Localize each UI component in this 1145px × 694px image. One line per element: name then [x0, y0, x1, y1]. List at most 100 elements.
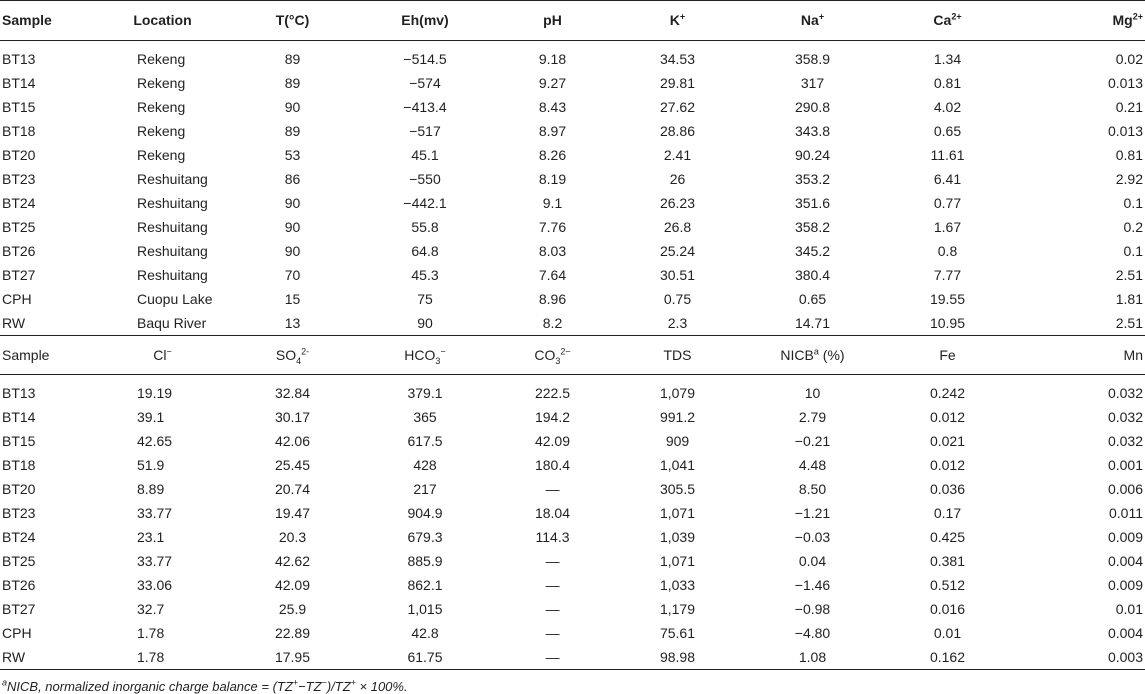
table-cell: −1.46 — [794, 577, 831, 593]
table-cell: BT18 — [2, 457, 36, 473]
col-eh: Eh(mv) — [401, 12, 449, 28]
table-cell: 0.004 — [1107, 553, 1143, 569]
table-cell: 30.51 — [659, 267, 696, 283]
table-cell: 194.2 — [534, 409, 571, 425]
table-row: BT15 42.65 42.06 617.5 42.09 909 −0.21 0.021 0.0… — [0, 429, 1145, 453]
table-cell: 86 — [284, 171, 301, 187]
table-cell: −0.21 — [794, 433, 831, 449]
table-cell: 180.4 — [534, 457, 571, 473]
table-cell: 0.009 — [1107, 577, 1143, 593]
table-cell: 2.79 — [798, 409, 827, 425]
table-cell: 17.95 — [274, 649, 311, 665]
table-cell: BT27 — [2, 267, 36, 283]
table-cell: −517 — [409, 123, 441, 139]
table-cell: 0.013 — [1107, 123, 1143, 139]
table-cell: BT14 — [2, 75, 36, 91]
table-cell: 0.425 — [929, 529, 966, 545]
table-cell: 64.8 — [411, 243, 439, 259]
table-row: RW 1.78 17.95 61.75 — 98.98 1.08 0.162 0.003 — [0, 645, 1145, 670]
table-cell: 25.9 — [278, 601, 307, 617]
col-k: K+ — [669, 11, 686, 28]
table-cell: BT15 — [2, 99, 36, 115]
water-chemistry-table: Sample Location T(°C) Eh(mv) pH K+ Na+ C… — [0, 0, 1145, 670]
table-cell: 365 — [413, 409, 437, 425]
table-cell: 75.61 — [659, 625, 696, 641]
table-row: CPH 1.78 22.89 42.8 — 75.61 −4.80 0.01 0.004 — [0, 621, 1145, 645]
table-cell: 2.41 — [663, 147, 692, 163]
table-cell: 0.17 — [933, 505, 962, 521]
table-cell: 679.3 — [407, 529, 443, 545]
table-cell: 1,071 — [659, 553, 696, 569]
table-cell: BT15 — [2, 433, 36, 449]
table-cell: 0.016 — [929, 601, 966, 617]
table-cell: BT23 — [2, 171, 36, 187]
table-cell: 0.011 — [1109, 505, 1143, 521]
table-cell: 29.81 — [659, 75, 696, 91]
table-cell: 7.77 — [933, 267, 962, 283]
table-cell: 0.1 — [1123, 243, 1143, 259]
table-cell: 28.86 — [659, 123, 696, 139]
table-cell: 20.3 — [278, 529, 307, 545]
table-row: CPH Cuopu Lake 15 75 8.96 0.75 0.65 19.55 1.81 — [0, 287, 1145, 311]
table-cell: 45.3 — [411, 267, 439, 283]
table-cell: 0.013 — [1107, 75, 1143, 91]
table-cell: 0.01 — [1115, 601, 1143, 617]
table-cell: 53 — [284, 147, 301, 163]
col2-tds: TDS — [663, 347, 692, 363]
table-row: BT14 39.1 30.17 365 194.2 991.2 2.79 0.012 0.032 — [0, 405, 1145, 429]
table-cell: — — [545, 577, 560, 593]
table-cell: 33.77 — [137, 553, 173, 569]
table-cell: Rekeng — [137, 147, 186, 163]
table-cell: −4.80 — [794, 625, 831, 641]
table-cell: 0.75 — [663, 291, 692, 307]
table-cell: 317 — [800, 75, 825, 91]
table-cell: 353.2 — [794, 171, 831, 187]
table-cell: 15 — [284, 291, 301, 307]
table-row: BT23 Reshuitang 86 −550 8.19 26 353.2 6.41 2.92 — [0, 167, 1145, 191]
table-cell: −413.4 — [403, 99, 447, 115]
table-cell: CPH — [2, 625, 32, 641]
table-cell: 32.7 — [137, 601, 165, 617]
table-cell: 2.3 — [667, 315, 688, 331]
header-row-2: Sample Cl− SO42- HCO3− CO32− TDS NICBa (… — [0, 335, 1145, 375]
table-cell: 0.1 — [1123, 195, 1143, 211]
table-cell: 351.6 — [794, 195, 831, 211]
table-row: BT18 Rekeng 89 −517 8.97 28.86 343.8 0.65 0.013 — [0, 119, 1145, 143]
table-cell: −550 — [409, 171, 441, 187]
table-cell: 991.2 — [659, 409, 696, 425]
table-cell: BT20 — [2, 481, 36, 497]
table-row: BT27 Reshuitang 70 45.3 7.64 30.51 380.4 7.77 2.… — [0, 263, 1145, 287]
table-cell: 55.8 — [411, 219, 439, 235]
table-cell: 862.1 — [407, 577, 443, 593]
table-cell: 0.01 — [933, 625, 962, 641]
table-cell: 11.61 — [930, 147, 965, 163]
table-cell: 290.8 — [794, 99, 831, 115]
footnote: aNICB, normalized inorganic charge balan… — [2, 677, 408, 694]
col2-hco3: HCO3− — [404, 346, 446, 366]
table-cell: 1,033 — [659, 577, 696, 593]
table-cell: 904.9 — [407, 505, 443, 521]
table-cell: 23.1 — [137, 529, 165, 545]
table-cell: 32.84 — [274, 385, 311, 401]
table-cell: 0.65 — [933, 123, 962, 139]
table-cell: 42.62 — [274, 553, 311, 569]
table-cell: 19.47 — [274, 505, 311, 521]
table-cell: 61.75 — [407, 649, 443, 665]
table-row: BT25 Reshuitang 90 55.8 7.76 26.8 358.2 1.67 0.2 — [0, 215, 1145, 239]
table-cell: BT13 — [2, 51, 36, 67]
table-cell: Reshuitang — [137, 243, 208, 259]
table-cell: 428 — [413, 457, 437, 473]
table-cell: 33.77 — [137, 505, 173, 521]
table-cell: 8.03 — [538, 243, 567, 259]
table-cell: RW — [2, 315, 26, 331]
col-temperature: T(°C) — [275, 12, 310, 28]
table-cell: 380.4 — [794, 267, 831, 283]
table-cell: 4.48 — [798, 457, 827, 473]
table-cell: 9.27 — [538, 75, 567, 91]
col2-mn: Mn — [1123, 347, 1143, 363]
table-row: BT25 33.77 42.62 885.9 — 1,071 0.04 0.381 0.004 — [0, 549, 1145, 573]
table-cell: 0.032 — [1107, 385, 1143, 401]
table-cell: 0.02 — [1115, 51, 1143, 67]
table-cell: 0.81 — [933, 75, 962, 91]
table-cell: 90 — [284, 219, 301, 235]
